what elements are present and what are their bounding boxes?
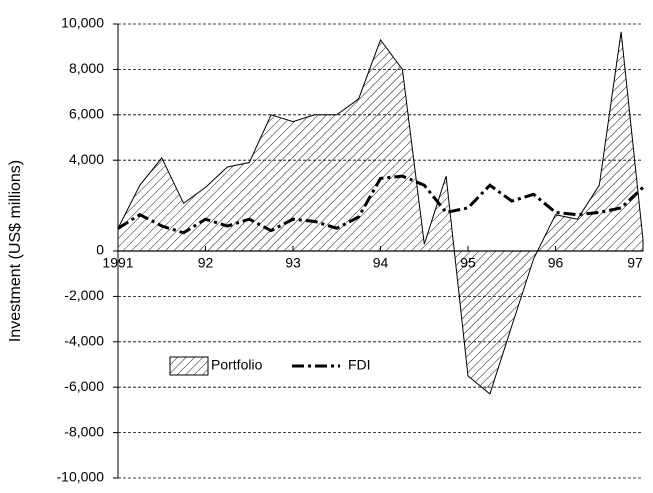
- x-tick-label: 95: [460, 255, 476, 271]
- y-tick-label: 6,000: [69, 106, 104, 122]
- y-tick-label: 4,000: [69, 151, 104, 167]
- x-tick-label: 97: [627, 255, 643, 271]
- y-tick-label: 10,000: [61, 15, 104, 31]
- x-tick-label: 92: [198, 255, 214, 271]
- x-tick-label: 94: [373, 255, 389, 271]
- y-tick-label: -6,000: [64, 378, 104, 394]
- y-axis-label: Investment (US$ millions): [7, 160, 24, 342]
- area-portfolio: [117, 31, 644, 395]
- x-tick-label: 93: [285, 255, 301, 271]
- y-tick-label: -2,000: [64, 287, 104, 303]
- y-tick-label: -10,000: [57, 469, 105, 485]
- y-tick-label: 0: [96, 242, 104, 258]
- x-tick-label: 1991: [102, 255, 133, 271]
- legend-swatch: [169, 356, 209, 376]
- x-tick-label: 96: [548, 255, 564, 271]
- line-fdi: [117, 174, 645, 235]
- legend-label: FDI: [348, 357, 371, 373]
- legend-label: Portfolio: [211, 357, 263, 373]
- y-tick-label: 8,000: [69, 60, 104, 76]
- y-tick-label: -4,000: [64, 333, 104, 349]
- y-tick-label: -8,000: [64, 423, 104, 439]
